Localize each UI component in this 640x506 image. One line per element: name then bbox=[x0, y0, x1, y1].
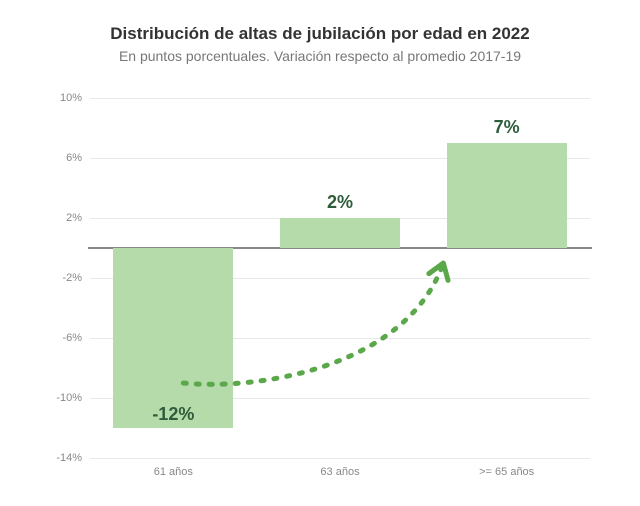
gridline bbox=[90, 458, 590, 459]
x-category-label: 63 años bbox=[320, 466, 359, 478]
bar bbox=[280, 218, 400, 248]
bar bbox=[447, 143, 567, 248]
y-tick-label: 10% bbox=[60, 92, 90, 104]
gridline bbox=[90, 98, 590, 99]
y-tick-label: -2% bbox=[62, 272, 90, 284]
plot-area: -14%-10%-6%-2%2%6%10%-12%61 años2%63 año… bbox=[90, 98, 590, 458]
chart-container: Distribución de altas de jubilación por … bbox=[0, 0, 640, 506]
y-tick-label: -6% bbox=[62, 332, 90, 344]
bar-value-label: -12% bbox=[113, 404, 233, 425]
y-tick-label: -14% bbox=[56, 452, 90, 464]
bar-value-label: 2% bbox=[280, 192, 400, 213]
x-category-label: 61 años bbox=[154, 466, 193, 478]
y-tick-label: 2% bbox=[66, 212, 90, 224]
bar-value-label: 7% bbox=[447, 117, 567, 138]
y-tick-label: 6% bbox=[66, 152, 90, 164]
x-category-label: >= 65 años bbox=[479, 466, 534, 478]
chart-subtitle: En puntos porcentuales. Variación respec… bbox=[0, 48, 640, 64]
chart-title: Distribución de altas de jubilación por … bbox=[0, 24, 640, 44]
bar bbox=[113, 248, 233, 428]
y-tick-label: -10% bbox=[56, 392, 90, 404]
